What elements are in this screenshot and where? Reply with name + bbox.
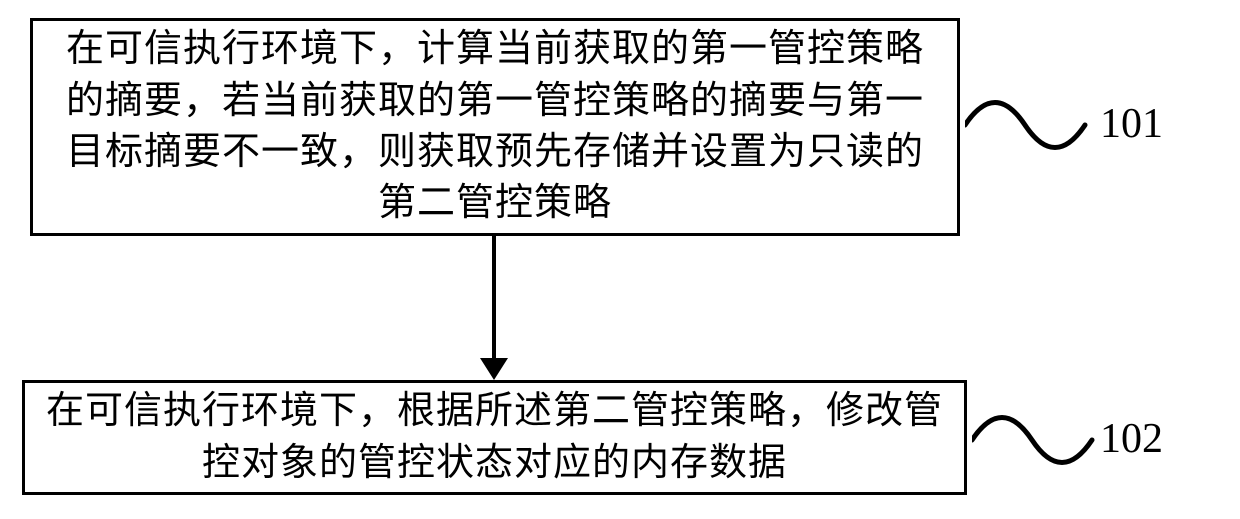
flowchart-canvas: 在可信执行环境下，计算当前获取的第一管控策略的摘要，若当前获取的第一管控策略的摘… (0, 0, 1240, 519)
wave-connector-102 (972, 400, 1102, 480)
node-102-text: 在可信执行环境下，根据所述第二管控策略，修改管控对象的管控状态对应的内存数据 (45, 386, 944, 489)
node-102-label: 102 (1100, 415, 1163, 463)
node-101-text: 在可信执行环境下，计算当前获取的第一管控策略的摘要，若当前获取的第一管控策略的摘… (53, 24, 937, 229)
edge-arrow-line (492, 236, 496, 361)
edge-arrow-head (480, 358, 508, 380)
flowchart-node-102: 在可信执行环境下，根据所述第二管控策略，修改管控对象的管控状态对应的内存数据 (22, 380, 967, 495)
node-101-label: 101 (1100, 100, 1163, 148)
wave-connector-101 (965, 85, 1095, 165)
flowchart-node-101: 在可信执行环境下，计算当前获取的第一管控策略的摘要，若当前获取的第一管控策略的摘… (30, 18, 960, 236)
